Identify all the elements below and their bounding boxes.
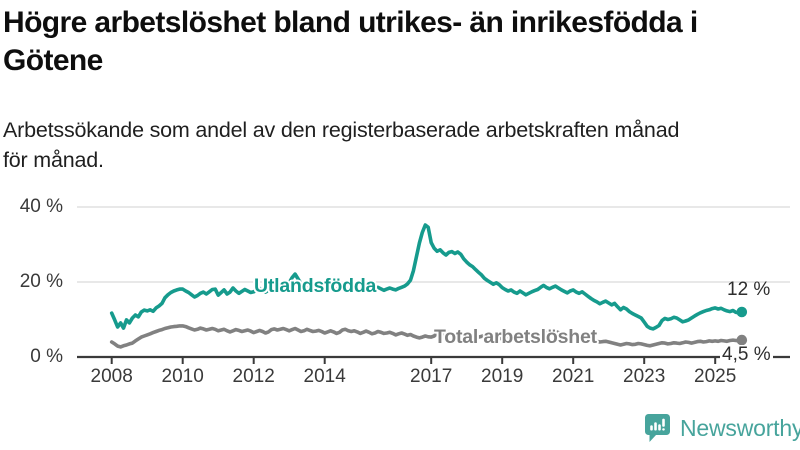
- end-value-label-total: 4,5 %: [720, 344, 773, 365]
- x-tick-label: 2017: [410, 366, 453, 387]
- x-tick-label: 2010: [161, 366, 204, 387]
- subtitle-line-1: Arbetssökande som andel av den registerb…: [3, 118, 680, 142]
- x-tick-label: 2025: [694, 366, 737, 387]
- x-tick-label: 2019: [481, 366, 524, 387]
- x-tick-label: 2012: [232, 366, 275, 387]
- end-value-label-utlandsfodda: 12 %: [727, 279, 771, 300]
- series-end-dot-0: [736, 306, 748, 318]
- x-tick-label: 2023: [623, 366, 666, 387]
- title-line-2: Götene: [3, 44, 103, 77]
- x-tick-label: 2021: [552, 366, 595, 387]
- title-line-1: Högre arbetslöshet bland utrikes- än inr…: [3, 6, 698, 39]
- y-tick-label: 40 %: [19, 196, 63, 217]
- series-label-utlandsfodda: Utlandsfödda: [254, 275, 377, 297]
- newsworthy-icon: [645, 413, 670, 442]
- series-end-dot-1: [736, 334, 748, 346]
- series-label-total-arbetsloshet: Total arbetslöshet: [434, 326, 597, 348]
- newsworthy-wordmark: Newsworthy: [680, 414, 800, 441]
- page-title: Högre arbetslöshet bland utrikes- än inr…: [3, 4, 698, 80]
- newsworthy-logo[interactable]: Newsworthy: [644, 412, 800, 444]
- y-tick-label: 20 %: [19, 271, 63, 292]
- y-tick-label: 0 %: [30, 346, 63, 367]
- series-line-0: [109, 223, 744, 331]
- subtitle-line-2: för månad.: [3, 148, 104, 172]
- series-line-1: [109, 324, 744, 349]
- x-tick-label: 2008: [90, 366, 133, 387]
- x-tick-label: 2014: [303, 366, 346, 387]
- chart-subtitle: Arbetssökande som andel av den registerb…: [3, 115, 679, 175]
